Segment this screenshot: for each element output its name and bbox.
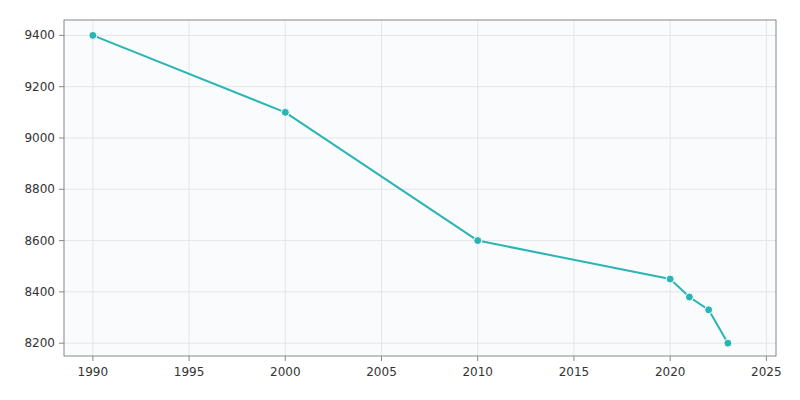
point bbox=[724, 339, 732, 347]
tick-label-y: 9400 bbox=[24, 28, 55, 42]
grid bbox=[64, 20, 776, 356]
point bbox=[281, 108, 289, 116]
tick-label-y: 9200 bbox=[24, 80, 55, 94]
tick-x bbox=[573, 356, 574, 361]
grid-line-x bbox=[766, 20, 767, 356]
series bbox=[89, 31, 732, 347]
tick-x bbox=[381, 356, 382, 361]
tick-x bbox=[92, 356, 93, 361]
grid-line-y bbox=[64, 35, 776, 36]
tick-label-y: 8400 bbox=[24, 285, 55, 299]
tick-label-y: 8200 bbox=[24, 336, 55, 350]
grid-line-y bbox=[64, 291, 776, 292]
tick-label-y: 9000 bbox=[24, 131, 55, 145]
tick-label-x: 1995 bbox=[174, 365, 205, 379]
grid-line-y bbox=[64, 86, 776, 87]
tick-y bbox=[59, 291, 64, 292]
grid-line-x bbox=[573, 20, 574, 356]
tick-label-x: 2010 bbox=[462, 365, 493, 379]
tick-y bbox=[59, 86, 64, 87]
chart-container: 1990 1995 2000 2005 2010 2015 2020 2025 8200 8400… bbox=[0, 0, 800, 400]
tick-label-x: 2015 bbox=[559, 365, 590, 379]
plot-background bbox=[64, 20, 776, 356]
tick-x bbox=[766, 356, 767, 361]
point bbox=[685, 293, 693, 301]
tick-label-x: 2005 bbox=[366, 365, 397, 379]
grid-line-y bbox=[64, 137, 776, 138]
grid-line-y bbox=[64, 189, 776, 190]
grid-line-x bbox=[285, 20, 286, 356]
tick-x bbox=[189, 356, 190, 361]
tick-x bbox=[477, 356, 478, 361]
tick-y bbox=[59, 343, 64, 344]
axes: 1990 1995 2000 2005 2010 2015 2020 2025 8200 8400… bbox=[24, 28, 781, 379]
tick-y bbox=[59, 240, 64, 241]
tick-label-y: 8800 bbox=[24, 182, 55, 196]
tick-label-x: 2025 bbox=[751, 365, 782, 379]
point bbox=[705, 306, 713, 314]
tick-y bbox=[59, 189, 64, 190]
point bbox=[666, 275, 674, 283]
tick-label-x: 1990 bbox=[78, 365, 109, 379]
chart: 1990 1995 2000 2005 2010 2015 2020 2025 8200 8400… bbox=[0, 0, 800, 400]
grid-line-x bbox=[381, 20, 382, 356]
tick-label-x: 2000 bbox=[270, 365, 301, 379]
grid-line-y bbox=[64, 240, 776, 241]
tick-y bbox=[59, 35, 64, 36]
plot-frame bbox=[64, 20, 776, 356]
grid-line-x bbox=[189, 20, 190, 356]
tick-label-y: 8600 bbox=[24, 234, 55, 248]
grid-line-x bbox=[477, 20, 478, 356]
line bbox=[93, 35, 728, 343]
tick-label-x: 2020 bbox=[655, 365, 686, 379]
grid-line-x bbox=[92, 20, 93, 356]
grid-line-x bbox=[670, 20, 671, 356]
tick-x bbox=[670, 356, 671, 361]
point bbox=[89, 31, 97, 39]
tick-y bbox=[59, 137, 64, 138]
tick-x bbox=[285, 356, 286, 361]
grid-line-y bbox=[64, 343, 776, 344]
point bbox=[474, 237, 482, 245]
